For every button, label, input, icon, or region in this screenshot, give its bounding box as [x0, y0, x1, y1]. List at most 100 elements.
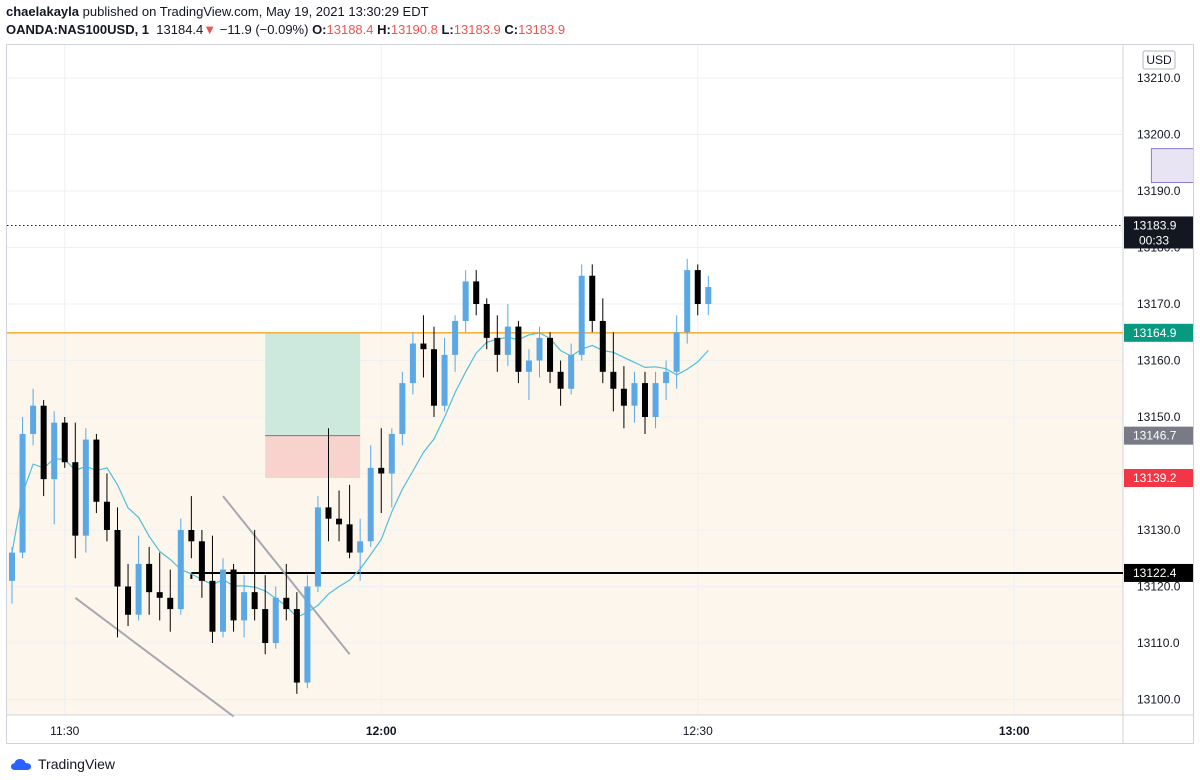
- open-label: O:: [312, 22, 327, 37]
- candle-body: [293, 609, 300, 683]
- candle-body: [272, 597, 279, 643]
- candle-body: [114, 530, 121, 587]
- candle-body: [93, 439, 100, 502]
- candle-body: [230, 569, 237, 621]
- x-tick-label: 12:00: [366, 724, 397, 738]
- candle-body: [599, 320, 606, 372]
- candle-body: [642, 383, 648, 417]
- price-axis-label: 13139.2: [1133, 471, 1177, 485]
- candle-body: [462, 281, 469, 321]
- close-label: C:: [504, 22, 519, 37]
- price-axis-label-bg: [1124, 216, 1193, 249]
- x-tick-label: 11:30: [50, 724, 79, 738]
- candle-body: [262, 609, 269, 643]
- candle-body: [652, 383, 659, 417]
- candle-body: [663, 371, 670, 384]
- open-value: 13188.4: [326, 22, 374, 37]
- candle-body: [72, 462, 79, 536]
- candle-body: [61, 422, 68, 463]
- price-axis-label-bg: [1124, 469, 1193, 488]
- candle-body: [568, 354, 575, 389]
- candle-body: [40, 405, 47, 480]
- y-tick-label: 13130.0: [1137, 523, 1181, 537]
- candle-body: [378, 467, 385, 474]
- candle-body: [367, 467, 374, 542]
- y-tick-label: 13160.0: [1137, 354, 1181, 368]
- one-minute-zone: [1150, 148, 1193, 184]
- candle-body: [125, 586, 132, 615]
- symbol-line: OANDA:NAS100USD, 1 13184.4▼ −11.9 (−0.09…: [6, 22, 565, 37]
- candle-body: [51, 422, 58, 480]
- candle-body: [452, 320, 459, 355]
- candle-body: [673, 332, 680, 372]
- position-stop-zone: [265, 435, 361, 479]
- candle-body: [441, 354, 448, 406]
- candle-body: [494, 337, 501, 355]
- chart-frame[interactable]: 1m ZoneUSD13100.013110.013120.013130.013…: [6, 44, 1194, 744]
- y-tick-label: 13170.0: [1137, 297, 1181, 311]
- candle-body: [388, 433, 395, 474]
- candle-body: [357, 541, 364, 553]
- candle-body: [304, 586, 311, 683]
- down-arrow-icon: ▼: [203, 22, 217, 37]
- position-target-zone: [265, 332, 361, 436]
- candle-body: [631, 383, 638, 406]
- high-label: H:: [377, 22, 391, 37]
- candle-body: [156, 592, 163, 598]
- y-tick-label: 13150.0: [1137, 410, 1181, 424]
- candle-body: [146, 563, 153, 593]
- candle-body: [19, 433, 26, 553]
- price-chart[interactable]: 1m ZoneUSD13100.013110.013120.013130.013…: [7, 45, 1193, 743]
- price-axis-label: 13164.9: [1133, 326, 1177, 340]
- candle-body: [589, 275, 596, 321]
- candle-body: [409, 343, 416, 384]
- footer-brand[interactable]: TradingView: [38, 756, 116, 772]
- candle-body: [684, 270, 691, 333]
- candle-body: [283, 597, 290, 610]
- author-name[interactable]: chaelakayla: [6, 4, 80, 19]
- candle-body: [220, 569, 226, 632]
- price-change: −11.9 (−0.09%): [219, 22, 309, 37]
- candle-body: [82, 439, 89, 536]
- candle-body: [525, 360, 532, 372]
- price-axis-label: 13183.9: [1133, 218, 1177, 232]
- symbol-name[interactable]: OANDA:NAS100USD, 1: [6, 22, 150, 37]
- price-axis-label-bg: [1124, 426, 1193, 445]
- candle-body: [167, 597, 174, 610]
- countdown-label: 00:33: [1139, 233, 1169, 247]
- candle-body: [515, 326, 522, 372]
- candle-body: [251, 592, 258, 610]
- candle-body: [473, 281, 480, 304]
- tradingview-cloud-icon[interactable]: [10, 757, 32, 771]
- price-axis-label: 13122.4: [1133, 566, 1177, 580]
- currency-box: [1142, 50, 1176, 70]
- low-label: L:: [441, 22, 454, 37]
- candle-body: [103, 501, 110, 530]
- candle-body: [504, 326, 511, 355]
- price-axis-label-bg: [1124, 323, 1193, 342]
- candle-body: [209, 580, 216, 632]
- y-tick-label: 13100.0: [1137, 693, 1181, 707]
- candle-body: [188, 530, 195, 542]
- candle-body: [314, 507, 321, 587]
- candle-body: [177, 530, 184, 610]
- candles-group: [9, 258, 712, 694]
- y-tick-label: 13190.0: [1137, 184, 1181, 198]
- candle-body: [557, 371, 564, 389]
- wedge-trendline: [74, 596, 235, 718]
- candle-body: [399, 383, 406, 434]
- publish-line: chaelakayla published on TradingView.com…: [6, 4, 429, 19]
- candle-body: [620, 388, 627, 406]
- candle-body: [336, 518, 343, 525]
- candle-body: [694, 270, 701, 304]
- y-tick-label: 13120.0: [1137, 580, 1181, 594]
- x-tick-label: 13:00: [999, 724, 1030, 738]
- candle-body: [241, 592, 248, 621]
- candle-body: [325, 507, 332, 519]
- candle-body: [547, 337, 554, 372]
- candle-body: [9, 552, 15, 581]
- footer: TradingView: [10, 752, 115, 776]
- y-tick-label: 13210.0: [1137, 71, 1181, 85]
- candle-body: [536, 337, 543, 361]
- y-tick-label: 13110.0: [1137, 636, 1180, 650]
